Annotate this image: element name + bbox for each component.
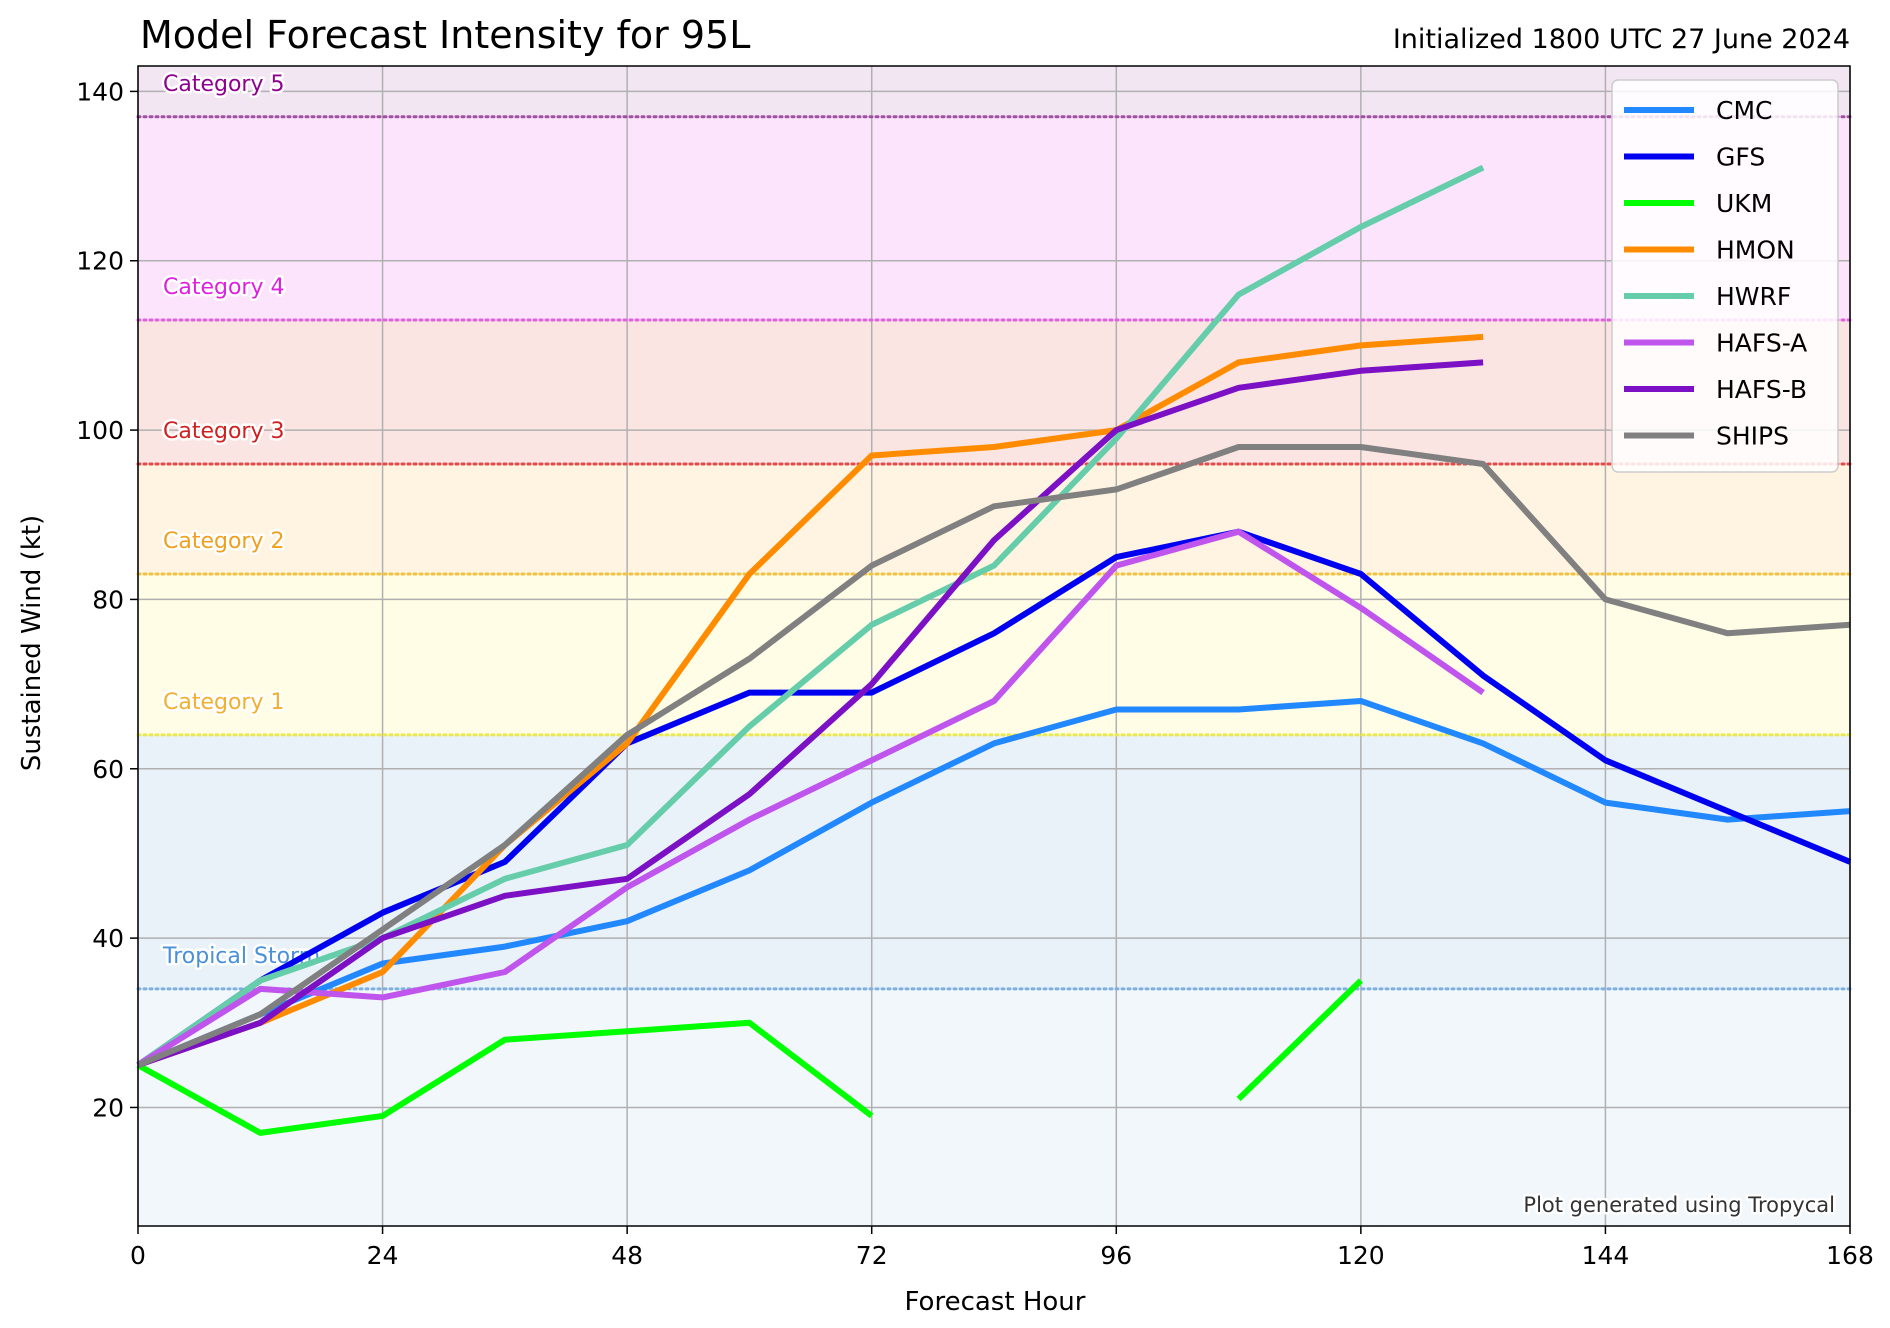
category-label-category-3: Category 3 — [163, 419, 284, 444]
series-lines — [136, 164, 1852, 1136]
x-tick-label-24: 24 — [367, 1241, 399, 1270]
x-tick-label-72: 72 — [856, 1241, 888, 1270]
plot-frame — [137, 65, 1851, 1227]
legend-label-hmon: HMON — [1716, 236, 1795, 265]
chart-subtitle: Initialized 1800 UTC 27 June 2024 — [1393, 24, 1850, 55]
legend-label-ukm: UKM — [1716, 189, 1772, 218]
category-bands — [138, 66, 1850, 1226]
y-tick-label-120: 120 — [76, 247, 124, 276]
category-label-tropical-storm: Tropical Storm — [162, 944, 320, 969]
category-label-category-1: Category 1 — [163, 690, 284, 715]
legend-label-hafs-a: HAFS-A — [1716, 329, 1807, 358]
category-labels: Tropical Storm Category 1 Category 2 Catego… — [160, 69, 323, 971]
series-line-hafs-a — [136, 528, 1485, 1068]
band-tropical-storm — [138, 734, 1850, 989]
series-line-ships — [136, 444, 1851, 1068]
category-label-category-4: Category 4 — [163, 275, 284, 300]
axis-ticks: 0 24 48 72 96 120 144 168 20 40 60 80 100 120 140 — [76, 77, 1874, 1270]
y-tick-label-140: 140 — [76, 77, 124, 106]
chart-title: Model Forecast Intensity for 95L — [140, 13, 750, 57]
legend-label-hwrf: HWRF — [1716, 282, 1791, 311]
x-tick-label-96: 96 — [1100, 1241, 1132, 1270]
x-tick-label-144: 144 — [1582, 1241, 1630, 1270]
legend-label-gfs: GFS — [1716, 143, 1765, 172]
y-tick-label-40: 40 — [92, 924, 124, 953]
y-tick-label-100: 100 — [76, 416, 124, 445]
x-tick-label-48: 48 — [611, 1241, 643, 1270]
x-tick-label-168: 168 — [1826, 1241, 1874, 1270]
legend: CMC GFS UKM HMON HWRF HAFS-A HAFS-B SHIPS — [1611, 79, 1839, 473]
series-line-gfs — [136, 528, 1852, 1068]
band-category-1 — [138, 574, 1850, 735]
series-line-cmc — [136, 698, 1851, 1068]
series-line-hmon — [137, 333, 1484, 1068]
y-tick-label-80: 80 — [92, 585, 124, 614]
band-category-4 — [138, 116, 1850, 321]
y-tick-label-20: 20 — [92, 1093, 124, 1122]
y-axis-label: Sustained Wind (kt) — [17, 515, 47, 771]
series-line-ukm — [136, 978, 1363, 1136]
credit-text: Plot generated using Tropycal — [1523, 1193, 1835, 1217]
x-axis-label: Forecast Hour — [905, 1287, 1086, 1317]
legend-label-hafs-b: HAFS-B — [1716, 375, 1807, 404]
y-tick-label-60: 60 — [92, 755, 124, 784]
series-line-hafs-b — [137, 359, 1484, 1068]
category-label-category-5: Category 5 — [163, 72, 284, 97]
legend-box — [1611, 79, 1839, 473]
band-category-2 — [138, 463, 1850, 575]
category-label-category-2: Category 2 — [163, 529, 284, 554]
legend-label-cmc: CMC — [1716, 96, 1772, 125]
x-tick-label-0: 0 — [130, 1241, 146, 1270]
x-tick-label-120: 120 — [1337, 1241, 1385, 1270]
band-category-3 — [138, 320, 1850, 464]
legend-label-ships: SHIPS — [1716, 422, 1789, 451]
